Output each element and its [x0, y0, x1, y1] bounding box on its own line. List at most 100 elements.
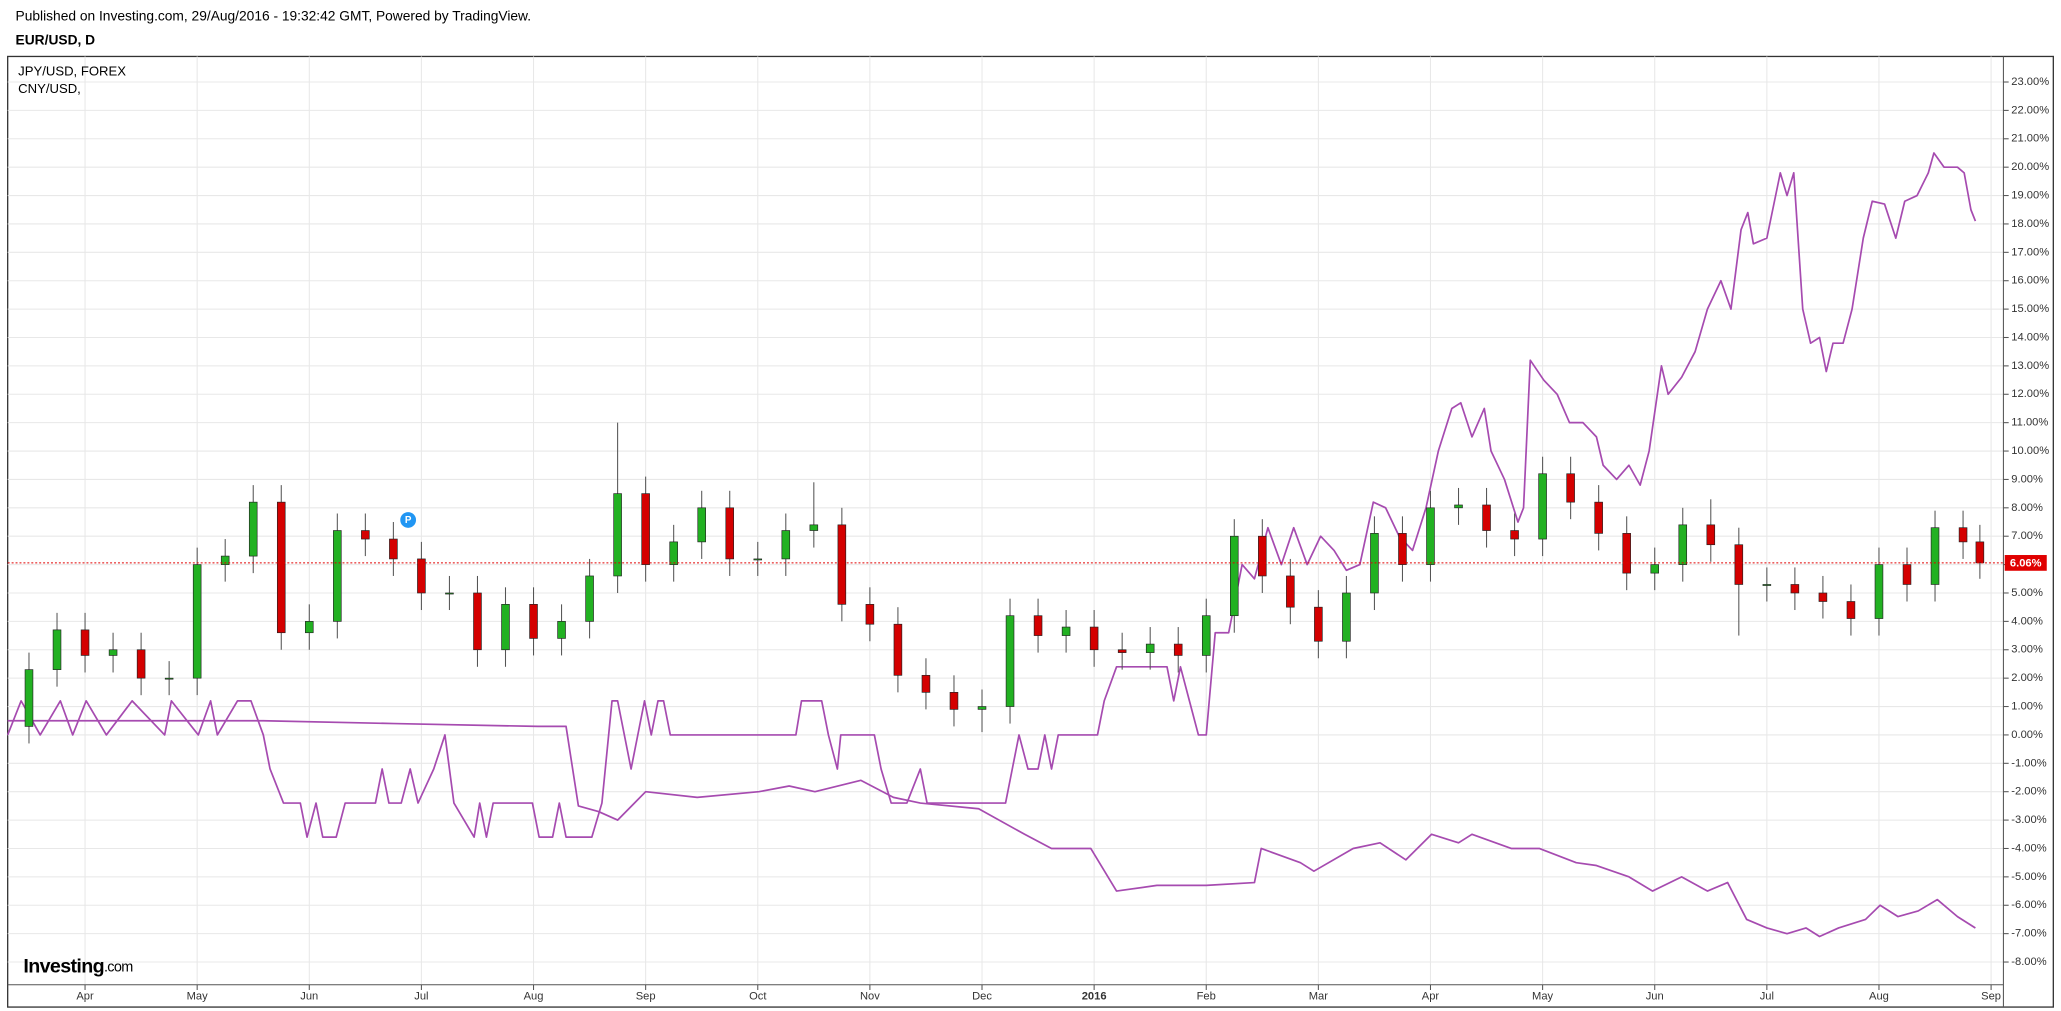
candle-body [305, 621, 314, 634]
x-tick-label: May [1532, 991, 1553, 1003]
candle-body [1482, 504, 1491, 531]
candle-body [1454, 504, 1463, 509]
y-tick-label: -2.00% [2011, 786, 2046, 798]
candle-body [192, 564, 202, 679]
x-tick-label: Jun [300, 991, 318, 1003]
y-tick-label: -4.00% [2011, 842, 2046, 854]
y-tick-label: 21.00% [2011, 133, 2049, 145]
series-line [6, 152, 1977, 838]
candle-body [753, 558, 763, 561]
x-tick-label: Oct [749, 991, 767, 1003]
y-tick-label: 22.00% [2011, 104, 2049, 116]
frame [7, 55, 2054, 1008]
candle-body [1342, 592, 1351, 642]
candle-body [1005, 615, 1015, 707]
candle-body [641, 493, 650, 565]
candle-body [164, 677, 174, 680]
candle-body [1706, 524, 1716, 546]
candle-body [949, 692, 959, 710]
y-tick-label: 13.00% [2011, 360, 2049, 372]
candle-body [276, 501, 286, 634]
x-tick-label: Jun [1646, 991, 1664, 1003]
candle-body [837, 524, 847, 605]
candle-body [1594, 501, 1603, 534]
logo: Investing.com [23, 956, 133, 978]
candle-body [697, 507, 706, 543]
y-tick-label: -6.00% [2011, 899, 2046, 911]
candle-body [1089, 626, 1099, 651]
candle-body [809, 524, 819, 531]
y-tick-label: 0.00% [2011, 729, 2043, 741]
last-price-label: 6.06% [2010, 558, 2042, 570]
candle-body [1930, 527, 1940, 585]
y-tick-label: 16.00% [2011, 275, 2049, 287]
y-tick-label: 23.00% [2011, 76, 2049, 88]
y-tick-label: 7.00% [2011, 530, 2043, 542]
candle-body [1902, 564, 1912, 585]
logo-suffix: .com [104, 959, 133, 975]
candle-body [1790, 584, 1800, 594]
legend-entry: JPY/USD, FOREX [18, 64, 126, 79]
candle-body [1258, 535, 1267, 577]
candle-body [417, 558, 426, 594]
candle-body [977, 706, 987, 710]
last-price-box [2004, 555, 2047, 571]
candle-body [781, 530, 791, 560]
y-tick-label: 10.00% [2011, 445, 2049, 457]
series-line [7, 719, 1976, 938]
y-tick-label: 17.00% [2011, 246, 2049, 258]
candle-body [1958, 527, 1968, 543]
candle-body [1033, 615, 1043, 636]
x-tick-label: Dec [972, 991, 992, 1003]
candle-body [1566, 473, 1575, 503]
candle-body [1874, 564, 1884, 619]
published-note: Published on Investing.com, 29/Aug/2016 … [16, 9, 532, 24]
y-tick-label: -3.00% [2011, 814, 2046, 826]
candle-body [136, 649, 146, 679]
candle-body [1622, 533, 1631, 574]
candle-body [1370, 533, 1379, 594]
y-tick-label: -5.00% [2011, 871, 2046, 883]
candle-body [1426, 507, 1435, 565]
candle-body [389, 538, 398, 560]
candle-body [1678, 524, 1688, 565]
y-tick-label: 12.00% [2011, 388, 2049, 400]
y-tick-label: 14.00% [2011, 331, 2049, 343]
candle-body [1314, 606, 1323, 642]
x-tick-label: Mar [1309, 991, 1328, 1003]
x-tick-label: Apr [1422, 991, 1440, 1003]
event-marker[interactable] [400, 512, 417, 528]
x-tick-label: Sep [636, 991, 656, 1003]
candle-body [1061, 626, 1071, 636]
candle-body [1538, 473, 1547, 540]
logo-text: Investing [23, 956, 104, 978]
candle-body [1173, 643, 1183, 656]
candle-body [1398, 533, 1407, 565]
candle-body [1286, 575, 1295, 608]
candle-body [613, 493, 622, 577]
x-tick-label: Aug [524, 991, 544, 1003]
candle-body [80, 629, 90, 656]
candle-body [865, 604, 875, 625]
x-tick-label: Jul [414, 991, 428, 1003]
event-marker-label: P [405, 515, 412, 526]
candle-body [108, 649, 118, 656]
y-tick-label: -1.00% [2011, 757, 2046, 769]
candle-body [1510, 530, 1519, 540]
candle-body [1230, 535, 1239, 617]
y-tick-label: 4.00% [2011, 615, 2043, 627]
x-tick-label: Sep [1981, 991, 2001, 1003]
candle-body [333, 530, 342, 622]
legend-entry: CNY/USD, [18, 81, 81, 96]
y-tick-label: 11.00% [2011, 417, 2048, 429]
y-tick-label: 2.00% [2011, 672, 2043, 684]
x-tick-label: Jul [1760, 991, 1774, 1003]
candle-body [921, 674, 931, 693]
x-tick-label: Aug [1869, 991, 1889, 1003]
candle-body [1650, 564, 1659, 574]
candle-body [24, 669, 34, 727]
chart-title: EUR/USD, D [16, 32, 96, 47]
y-tick-label: 3.00% [2011, 644, 2043, 656]
candle-body [1762, 584, 1772, 586]
